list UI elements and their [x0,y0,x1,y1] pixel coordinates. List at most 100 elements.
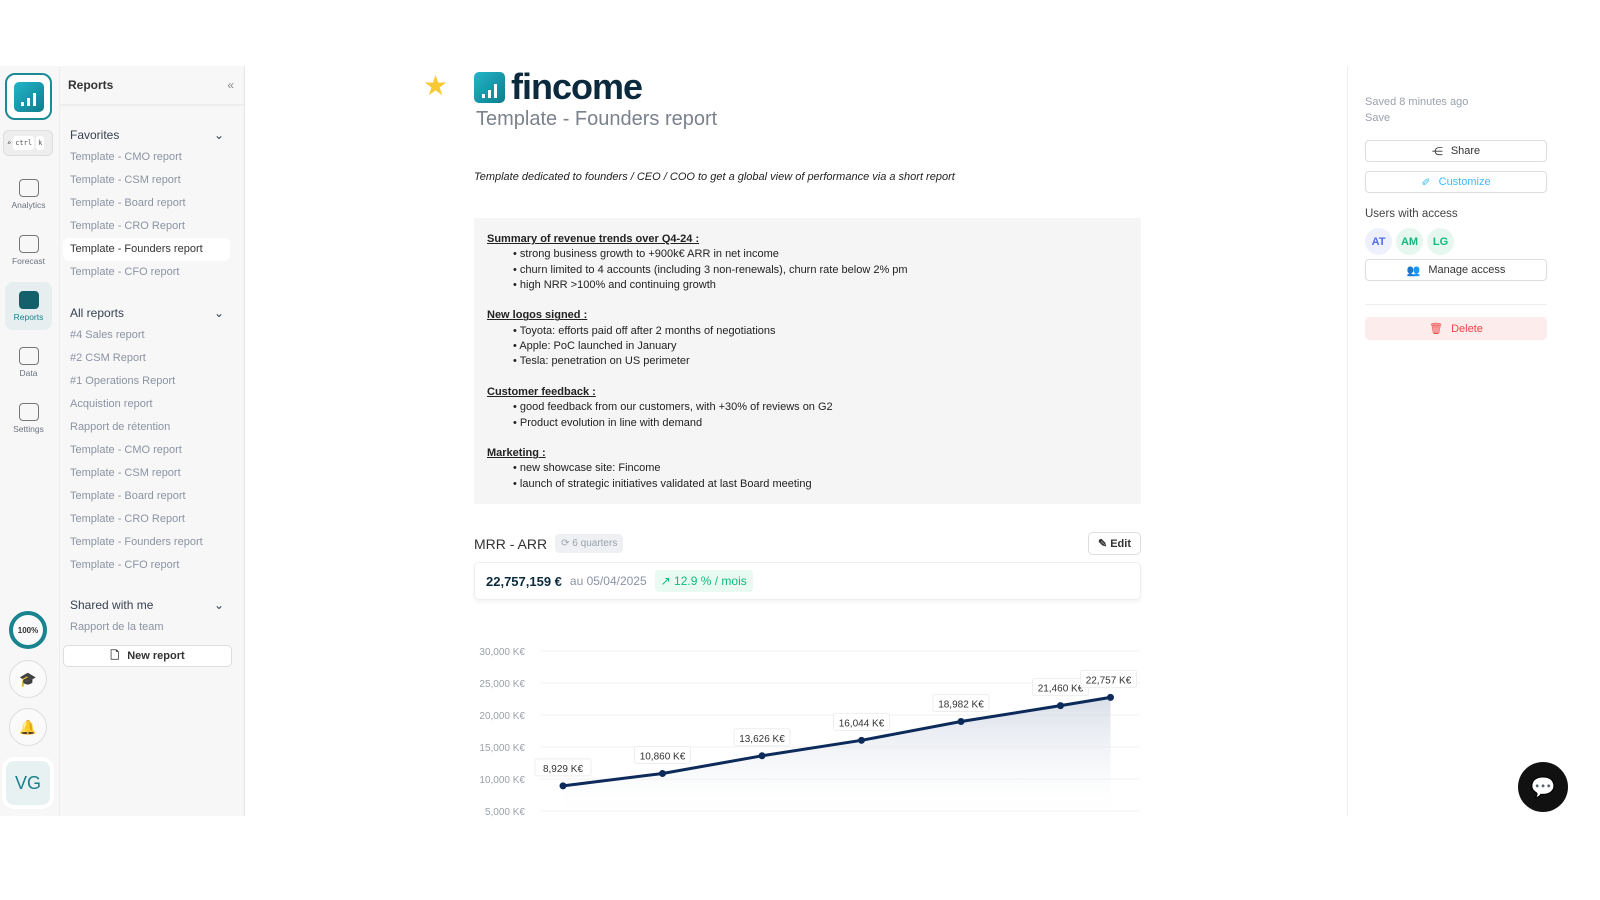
chat-button[interactable]: 💬 [1518,762,1568,812]
favorite-star-icon[interactable]: ★ [423,70,449,101]
new-report-button[interactable]: 🗋 New report [63,645,232,667]
chevron-down-icon: ⌄ [213,306,224,320]
note-list: Toyota: efforts paid off after 2 months … [513,324,1128,370]
data-point [858,736,865,744]
y-tick-label: 25,000 K€ [479,679,525,690]
rail-reports[interactable]: Reports [5,282,52,330]
data-point [758,752,766,760]
widget-title: MRR - ARR [474,535,548,552]
data-label-box [833,712,890,731]
trash-icon: 🗑 [1429,323,1444,335]
sidebar-report-item[interactable]: Rapport de rétention [70,421,171,433]
search-icon: ⌕ [7,139,12,147]
collapse-icon[interactable]: « [227,78,234,92]
kbd-ctrl: ctrl [13,136,35,150]
user-avatar-lg[interactable]: LG [1427,228,1454,255]
customize-label: Customize [1438,176,1491,188]
edit-label: Edit [1110,538,1131,550]
sidebar-report-item[interactable]: #1 Operations Report [70,375,176,387]
sidebar-report-item[interactable]: #4 Sales report [70,329,145,341]
y-tick-label: 30,000 K€ [479,647,525,658]
user-avatar-at[interactable]: AT [1365,228,1392,255]
report-description[interactable]: Template dedicated to founders / CEO / C… [474,171,955,183]
customize-button[interactable]: ✐ Customize [1365,171,1547,193]
academy-button[interactable]: 🎓 [9,660,47,698]
data-label-box [634,745,691,764]
sidebar-report-item[interactable]: Template - Founders report [63,238,230,261]
sidebar-report-item[interactable]: Template - CRO Report [70,220,185,232]
sidebar-report-item[interactable]: Template - Board report [70,490,186,502]
notes-block[interactable]: Summary of revenue trends over Q4-24 : st… [474,218,1141,504]
logo-icon [13,81,44,112]
rail-label: Settings [13,423,44,434]
sidebar-report-item[interactable]: Template - CSM report [70,174,181,186]
sidebar-report-item[interactable]: Rapport de la team [70,621,164,633]
data-point [1057,702,1064,710]
sidebar-report-item[interactable]: Template - CFO report [70,266,180,278]
chat-icon: 💬 [1530,776,1556,799]
search-shortcut[interactable]: ⌕ ctrl k [3,130,53,156]
app: ⌕ ctrl k Analytics Forecast Reports Data S… [0,66,1600,818]
mrr-chart: 5,000 K€ 10,000 K€ 15,000 K€ 20,000 K€ 25,00… [479,647,1140,818]
note-item: Apple: PoC launched in January [513,339,1128,354]
kpi-card: 22,757,159 € au 05/04/2025 ↗ 12.9 % / mo… [474,562,1141,600]
note-item: new showcase site: Fincome [513,461,1128,476]
rail-label: Analytics [11,199,46,210]
all-reports-section[interactable]: All reports ⌄ [60,302,244,324]
period-chip[interactable]: ⟳ 6 quarters [555,534,624,553]
rail-analytics[interactable]: Analytics [5,170,52,218]
section-label: All reports [70,306,125,320]
app-logo[interactable] [5,73,52,120]
trend-label: 12.9 % / mois [674,574,747,588]
reports-icon [18,290,39,309]
shared-section[interactable]: Shared with me ⌄ [60,594,244,616]
report-main: ★ fincome Template - Founders report Tem… [245,66,1347,818]
users-label: Users with access [1365,208,1458,220]
data-label: 22,757 K€ [1086,675,1132,686]
sidebar-report-item[interactable]: Template - Board report [70,197,186,209]
refresh-icon: ⟳ [561,538,573,549]
data-label: 10,860 K€ [640,751,686,762]
user-avatar-am[interactable]: AM [1396,228,1423,255]
user-avatar[interactable]: VG [6,761,50,805]
delete-button[interactable]: 🗑 Delete [1365,317,1547,340]
logo-icon [474,71,505,103]
sidebar-report-item[interactable]: Template - Founders report [70,536,203,548]
reports-sidebar: Reports « Favorites ⌄ Template - CMO repor… [60,66,245,816]
sidebar-report-item[interactable]: Acquistion report [70,398,153,410]
note-item: high NRR >100% and continuing growth [513,278,1128,293]
sidebar-report-item[interactable]: #2 CSM Report [70,352,146,364]
rail-settings[interactable]: Settings [5,394,52,442]
brand-name: fincome [511,66,643,107]
data-label-box [932,694,990,713]
sidebar-report-item[interactable]: Template - CMO report [70,444,182,456]
bell-icon: 🔔 [19,718,37,735]
sidebar-report-item[interactable]: Template - CSM report [70,467,181,479]
note-heading: New logos signed : [487,309,588,322]
pencil-icon: ✎ [1097,538,1111,550]
edit-widget-button[interactable]: ✎ Edit [1087,532,1141,555]
note-item: Product evolution in line with demand [513,416,1128,431]
favorites-section[interactable]: Favorites ⌄ [60,124,244,146]
note-item: good feedback from our customers, with +… [513,400,1128,415]
rail-data[interactable]: Data [5,338,52,386]
save-link[interactable]: Save [1365,112,1391,124]
sidebar-report-item[interactable]: Template - CFO report [70,559,180,571]
notifications-button[interactable]: 🔔 [9,708,47,746]
data-point [659,769,666,777]
rail-forecast[interactable]: Forecast [5,226,52,274]
sidebar-report-item[interactable]: Template - CMO report [70,151,182,163]
sidebar-report-item[interactable]: Template - CRO Report [70,513,185,525]
share-button[interactable]: ⋲ Share [1365,140,1547,162]
brush-icon: ✐ [1421,176,1431,189]
section-label: Favorites [70,128,120,142]
onboarding-progress[interactable]: 100% [9,611,47,649]
manage-access-button[interactable]: 👥 Manage access [1365,259,1547,281]
share-icon: ⋲ [1431,145,1443,158]
kpi-value: 22,757,159 € [486,573,562,589]
period-label: 6 quarters [572,538,618,549]
chevron-down-icon: ⌄ [213,128,224,142]
report-title[interactable]: Template - Founders report [476,108,718,130]
y-tick-label: 5,000 K€ [485,807,525,818]
rail-label: Data [19,367,38,378]
